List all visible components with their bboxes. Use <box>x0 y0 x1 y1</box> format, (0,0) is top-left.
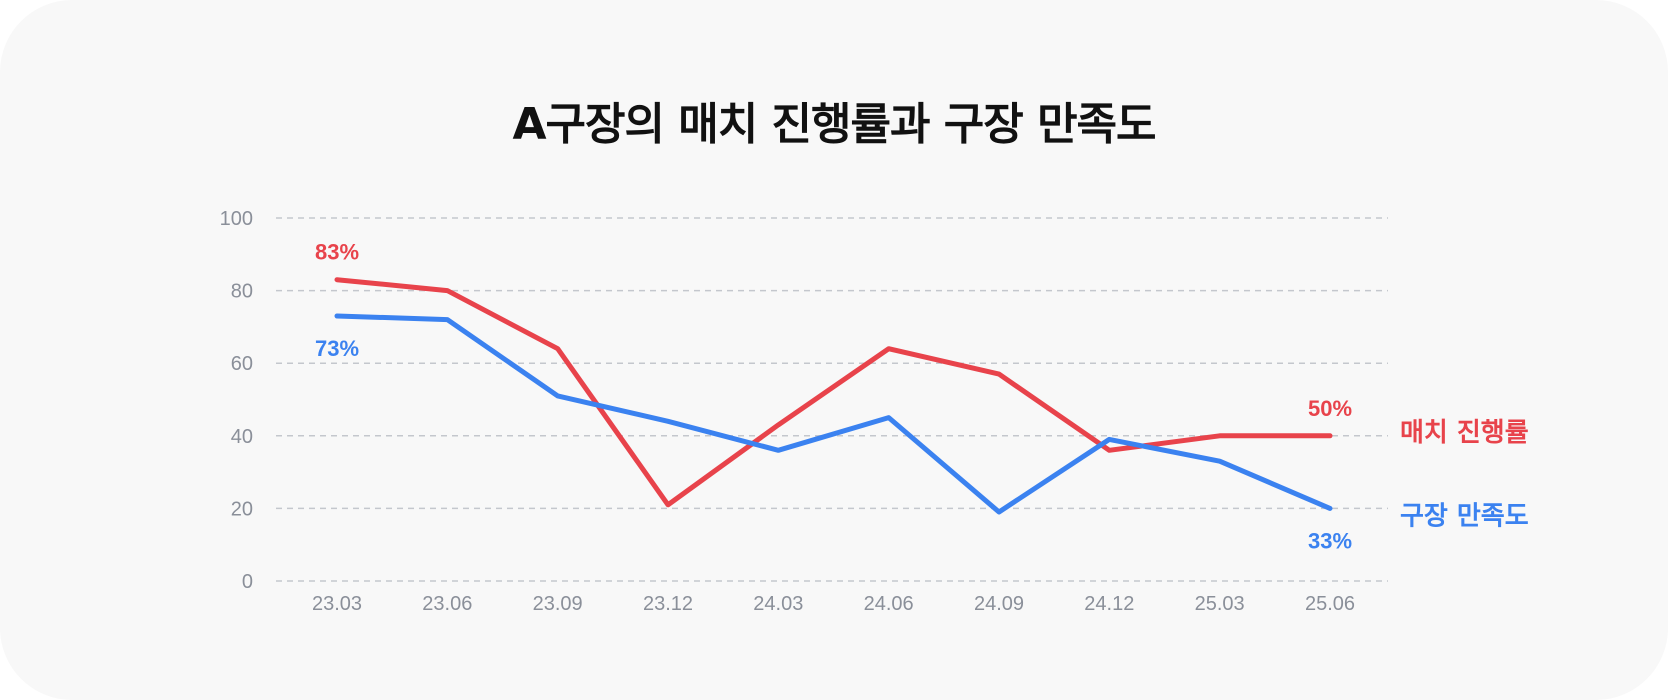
y-tick-label: 20 <box>231 498 253 520</box>
y-tick-label: 100 <box>220 208 253 230</box>
x-axis-ticks: 23.03 23.06 23.09 23.12 24.03 24.06 24.09 24.12… <box>312 593 1355 615</box>
x-tick-label: 25.06 <box>1305 593 1355 615</box>
series-line-progress <box>334 277 1333 508</box>
x-tick-label: 23.09 <box>533 593 583 615</box>
data-labels: 83% 50% 매치 진행률 73% 33% 구장 만족도 <box>315 240 1529 554</box>
grid-lines <box>276 217 1388 582</box>
chart-title: A구장의 매치 진행률과 구장 만족도 <box>512 99 1156 150</box>
y-tick-label: 40 <box>231 426 253 448</box>
x-tick-label: 24.03 <box>753 593 803 615</box>
data-label: 50% <box>1308 396 1352 421</box>
x-tick-label: 24.09 <box>974 593 1024 615</box>
y-tick-label: 80 <box>231 281 253 303</box>
y-tick-label: 60 <box>231 353 253 375</box>
x-tick-label: 24.06 <box>864 593 914 615</box>
x-tick-label: 24.12 <box>1084 593 1134 615</box>
data-label: 33% <box>1308 528 1352 553</box>
y-axis-ticks: 0 20 40 60 80 100 <box>220 208 253 593</box>
x-tick-label: 23.12 <box>643 593 693 615</box>
data-label: 73% <box>315 336 359 361</box>
series-line-satisfaction <box>334 313 1333 515</box>
data-label: 83% <box>315 240 359 265</box>
series-label-progress: 매치 진행률 <box>1400 418 1529 448</box>
series-lines <box>334 277 1333 515</box>
x-tick-label: 23.06 <box>422 593 472 615</box>
x-tick-label: 25.03 <box>1195 593 1245 615</box>
series-label-satisfaction: 구장 만족도 <box>1400 501 1529 531</box>
x-tick-label: 23.03 <box>312 593 362 615</box>
y-tick-label: 0 <box>242 571 253 593</box>
